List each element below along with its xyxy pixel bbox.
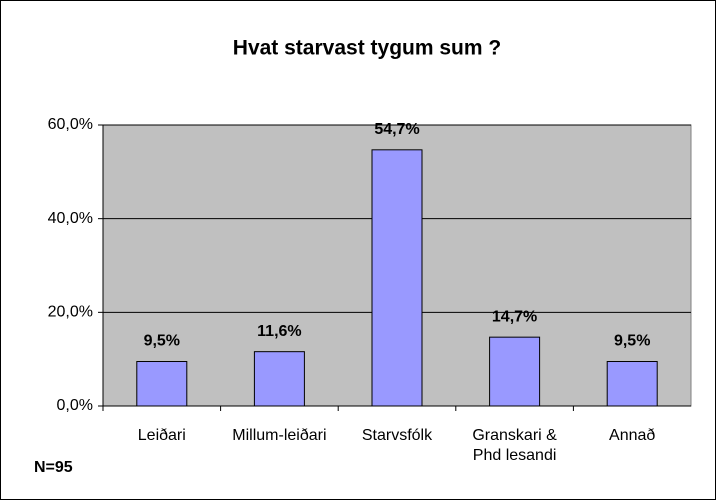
y-tick-label: 60,0% [48, 116, 93, 133]
y-tick-label: 20,0% [48, 304, 93, 321]
data-label: 9,5% [614, 333, 650, 350]
bar [606, 361, 658, 407]
chart-title: Hvat starvast tygum sum ? [233, 37, 501, 60]
x-tick-label: Leiðari [137, 427, 186, 444]
data-label: 11,6% [257, 323, 301, 340]
x-tick-label: Annað [609, 427, 656, 444]
data-label: 14,7% [492, 308, 537, 325]
bar [489, 336, 541, 407]
data-label: 54,7% [374, 121, 419, 138]
y-tick-label: 40,0% [48, 210, 93, 227]
data-label: 9,5% [144, 333, 180, 350]
bar [136, 361, 188, 407]
annotation: N=95 [34, 459, 73, 476]
bar [371, 149, 423, 407]
x-tick-label: Millum-leiðari [232, 427, 327, 444]
x-tick-label: Granskari & Phd lesandi [472, 427, 557, 464]
bar [253, 351, 305, 407]
x-tick-label: Starvsfólk [361, 427, 433, 444]
y-tick-label: 0,0% [57, 397, 93, 414]
